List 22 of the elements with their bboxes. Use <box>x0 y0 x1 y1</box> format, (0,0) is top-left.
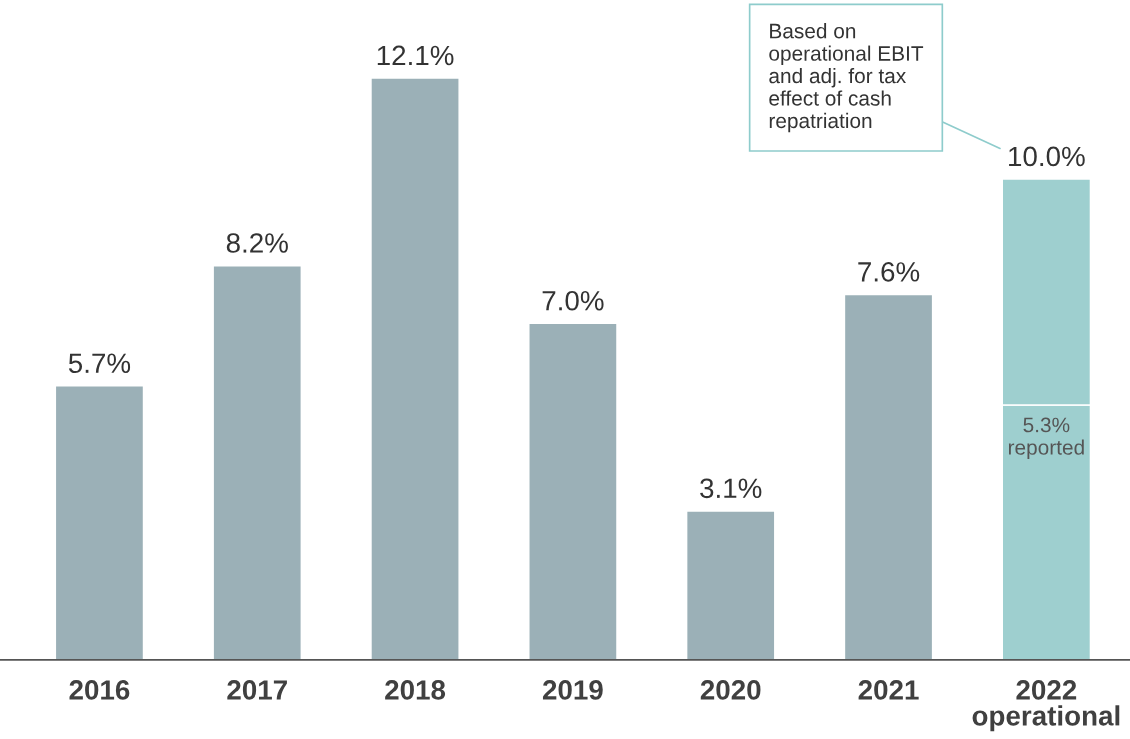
total-label: 12.1% <box>377 45 454 66</box>
x-tick-label: 2022 operational <box>972 680 1120 732</box>
total-label: 7.6% <box>858 262 920 282</box>
x-tick-label: 2017 <box>227 680 287 700</box>
bar <box>370 77 461 660</box>
x-tick-label: 2018 <box>385 680 446 700</box>
annotation: Based on operational EBIT and adj. for tax effect of cash repatriation <box>769 23 924 133</box>
total-label: 5.7% <box>68 353 131 374</box>
bar <box>527 322 618 660</box>
total-label: 8.2% <box>226 233 288 253</box>
x-tick-label: 2020 <box>700 680 761 700</box>
data-label: 5.3% reported <box>1008 417 1084 459</box>
total-label: 3.1% <box>700 478 762 499</box>
x-tick-label: 2021 <box>858 680 919 700</box>
x-tick-label: 2019 <box>542 680 603 700</box>
bar <box>843 293 934 660</box>
x-tick-label: 2016 <box>69 680 130 700</box>
total-label: 10.0% <box>1009 146 1085 167</box>
bar <box>212 264 303 660</box>
bar <box>54 384 145 660</box>
total-label: 7.0% <box>542 290 604 311</box>
bar <box>685 509 776 660</box>
